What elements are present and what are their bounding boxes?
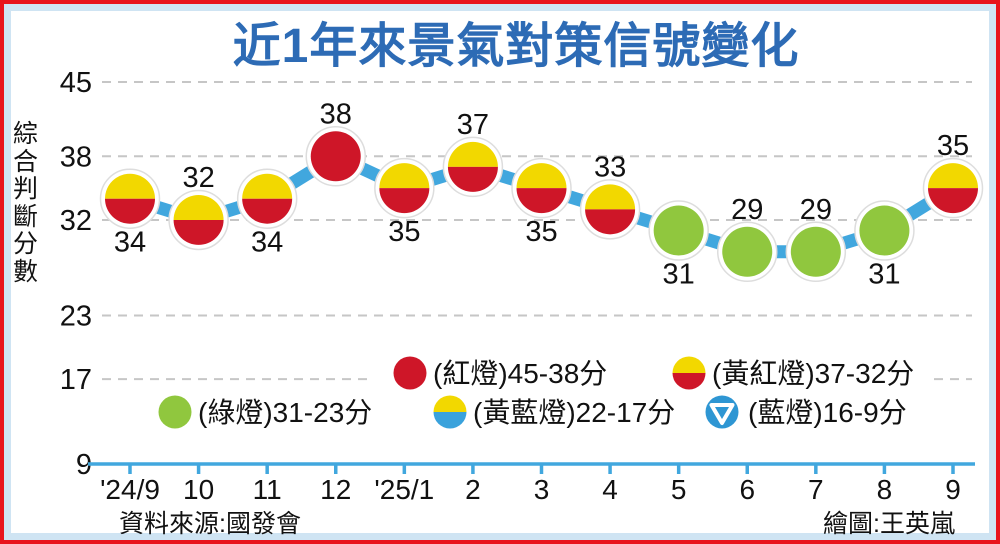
point-value-label: 31: [663, 259, 695, 291]
point-red-signal: [310, 131, 361, 182]
legend-blue-triangle-icon: [709, 403, 735, 425]
x-tick-label: 6: [739, 474, 755, 505]
point-yellow-red-signal-bottom-half: [585, 209, 636, 235]
credit-note: 繪圖:王英嵐: [823, 510, 955, 538]
point-yellow-red-signal-bottom-half: [447, 166, 498, 192]
x-tick-label: 8: [877, 474, 893, 505]
y-tick-label: 23: [60, 300, 92, 332]
legend-label: (藍燈)16-9分: [748, 397, 907, 428]
point-value-label: 35: [937, 130, 969, 162]
point-yellow-red-signal-bottom-half: [173, 219, 224, 245]
y-axis-title: 綜合判斷分數: [13, 120, 39, 286]
point-value-label: 31: [868, 259, 900, 291]
x-tick-label: 3: [534, 474, 550, 505]
point-value-label: 29: [731, 194, 763, 226]
x-tick-label: 10: [183, 474, 214, 505]
point-value-label: 29: [800, 194, 832, 226]
point-yellow-red-signal-top-half: [585, 184, 636, 210]
legend-label: (黃紅燈)37-32分: [712, 358, 914, 389]
y-tick-label: 32: [60, 205, 92, 237]
y-tick-label: 9: [76, 449, 92, 481]
x-tick-label: 11: [253, 474, 282, 505]
x-tick-label: 7: [808, 474, 824, 505]
point-green-signal: [859, 205, 910, 256]
x-tick-label: '25/1: [374, 474, 434, 505]
legend-yellow-red-dot-bottom-half: [672, 373, 706, 390]
point-yellow-red-signal-top-half: [928, 163, 978, 189]
point-green-signal: [722, 226, 773, 277]
point-yellow-red-signal-top-half: [447, 141, 498, 167]
point-green-signal: [653, 205, 704, 256]
point-yellow-red-signal-bottom-half: [516, 188, 567, 214]
y-tick-label: 17: [60, 364, 92, 396]
x-tick-label: '24/9: [100, 474, 160, 505]
y-tick-label: 45: [60, 67, 92, 99]
point-value-label: 38: [320, 98, 352, 130]
legend-label: (紅燈)45-38分: [433, 358, 607, 389]
point-value-label: 34: [251, 227, 283, 259]
legend-label: (綠燈)31-23分: [198, 397, 372, 428]
x-tick-label: 9: [945, 474, 961, 505]
point-yellow-red-signal-bottom-half: [379, 188, 430, 214]
x-tick-label: 4: [602, 474, 618, 505]
x-tick-label: 2: [465, 474, 481, 505]
legend-yellow-red-dot-top-half: [672, 356, 706, 373]
source-note: 資料來源:國發會: [119, 510, 301, 538]
point-yellow-red-signal-top-half: [242, 173, 293, 199]
point-value-label: 35: [525, 216, 557, 248]
x-tick-label: 12: [320, 474, 351, 505]
point-value-label: 37: [457, 109, 489, 141]
point-yellow-red-signal-top-half: [173, 194, 224, 220]
legend-yellow-blue-dot-top-half: [433, 395, 467, 412]
legend-label: (黃藍燈)22-17分: [473, 397, 675, 428]
point-value-label: 35: [388, 216, 420, 248]
point-value-label: 33: [594, 151, 626, 183]
point-yellow-red-signal-bottom-half: [928, 188, 978, 214]
point-yellow-red-signal-top-half: [105, 173, 155, 199]
point-yellow-red-signal-top-half: [379, 163, 430, 189]
point-yellow-red-signal-top-half: [516, 163, 567, 189]
point-green-signal: [790, 226, 841, 277]
legend-red-dot: [393, 356, 427, 390]
legend-backdrop: [368, 352, 928, 394]
point-yellow-red-signal-bottom-half: [242, 198, 293, 224]
point-value-label: 34: [114, 227, 146, 259]
point-value-label: 32: [182, 162, 214, 194]
chart-title: 近1年來景氣對策信號變化: [232, 20, 800, 73]
x-tick-label: 5: [671, 474, 687, 505]
legend-yellow-blue-dot-bottom-half: [433, 412, 467, 429]
y-tick-label: 38: [60, 141, 92, 173]
point-yellow-red-signal-bottom-half: [105, 198, 155, 224]
legend-green-dot: [158, 395, 192, 429]
